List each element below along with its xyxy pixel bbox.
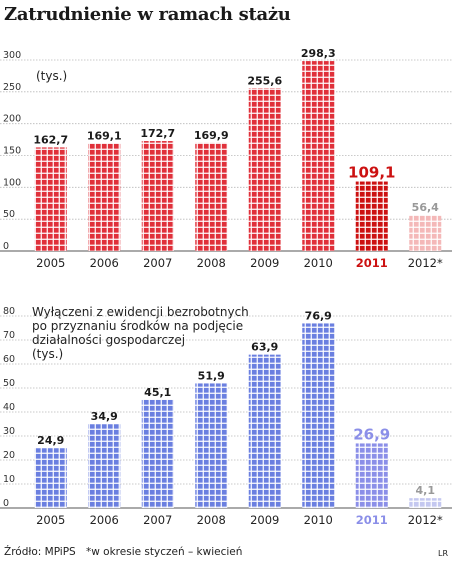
footnote: *w okresie styczeń – kwiecień [86, 546, 243, 558]
chart-annotation: Wyłączeni z ewidencji bezrobotnych [32, 305, 249, 319]
bar-2005 [34, 147, 67, 251]
data-label: 169,1 [87, 129, 122, 142]
data-label: 109,1 [348, 164, 395, 182]
data-label: 172,7 [140, 127, 175, 140]
x-tick-label: 2010 [304, 513, 333, 527]
data-label: 26,9 [353, 425, 390, 443]
chart-annotation: działalności gospodarczej [32, 333, 185, 347]
source-note: Źródło: MPiPS [4, 546, 76, 558]
x-tick-label: 2007 [143, 256, 172, 270]
y-tick-label: 30 [3, 426, 15, 437]
x-tick-label: 2009 [250, 256, 279, 270]
x-tick-label: 2010 [304, 256, 333, 270]
bar-2010 [302, 61, 335, 251]
self-employment-chart: 0 10 20 30 40 50 60 70 80 24,9 2005 34,9 2006 45,1 200… [0, 305, 452, 527]
x-tick-label: 2006 [90, 256, 119, 270]
x-tick-label: 2011 [356, 513, 388, 527]
bar-2008 [195, 142, 228, 251]
internship-employment-chart: 0 50 100 150 200 250 300 162,7 2005 169,1 2006 172,… [0, 47, 452, 270]
bar-2007 [141, 399, 174, 508]
data-label: 298,3 [301, 47, 336, 60]
x-tick-label: 2006 [90, 513, 119, 527]
chart-annotation: po przyznaniu środków na podjęcie [32, 319, 243, 333]
bar-2011 [355, 181, 388, 251]
data-label: 162,7 [33, 133, 68, 146]
bar-2012 [409, 215, 442, 251]
bar-2007 [141, 141, 174, 251]
x-tick-label: 2008 [197, 513, 226, 527]
y-tick-label: 150 [3, 146, 21, 157]
data-label: 169,9 [194, 129, 229, 142]
x-tick-label: 2005 [36, 256, 65, 270]
data-label: 255,6 [247, 74, 282, 87]
y-tick-label: 50 [3, 209, 15, 220]
chart-annotation: (tys.) [32, 347, 63, 361]
data-label: 34,9 [91, 410, 118, 423]
y-tick-label: 0 [3, 498, 9, 509]
y-tick-label: 300 [3, 50, 21, 61]
x-tick-label: 2012* [408, 513, 443, 527]
y-tick-label: 60 [3, 354, 15, 365]
bar-2005 [34, 448, 67, 508]
bar-2012 [409, 498, 442, 508]
bar-2009 [248, 354, 281, 508]
chart-annotation: (tys.) [36, 69, 67, 83]
data-label: 56,4 [412, 201, 439, 214]
x-tick-label: 2007 [143, 513, 172, 527]
chart-title: Zatrudnienie w ramach stażu [4, 4, 291, 25]
bar-2006 [88, 143, 121, 251]
x-tick-label: 2009 [250, 513, 279, 527]
credit: LR [437, 549, 448, 558]
y-tick-label: 250 [3, 82, 21, 93]
x-tick-label: 2011 [356, 256, 388, 270]
data-label: 45,1 [144, 386, 171, 399]
bar-2010 [302, 323, 335, 508]
y-tick-label: 50 [3, 378, 15, 389]
y-tick-label: 100 [3, 177, 21, 188]
y-tick-label: 20 [3, 450, 15, 461]
x-tick-label: 2005 [36, 513, 65, 527]
x-tick-label: 2012* [408, 256, 443, 270]
data-label: 63,9 [251, 341, 278, 354]
y-tick-label: 10 [3, 474, 15, 485]
bar-2011 [355, 443, 388, 508]
bar-2006 [88, 424, 121, 508]
y-tick-label: 40 [3, 402, 15, 413]
data-label: 76,9 [305, 309, 332, 322]
y-tick-label: 70 [3, 330, 15, 341]
y-tick-label: 80 [3, 306, 15, 317]
data-label: 51,9 [198, 369, 225, 382]
bar-2008 [195, 383, 228, 508]
y-tick-label: 0 [3, 241, 9, 252]
data-label: 4,1 [416, 484, 436, 497]
x-tick-label: 2008 [197, 256, 226, 270]
y-tick-label: 200 [3, 114, 21, 125]
bar-2009 [248, 88, 281, 251]
data-label: 24,9 [37, 434, 64, 447]
